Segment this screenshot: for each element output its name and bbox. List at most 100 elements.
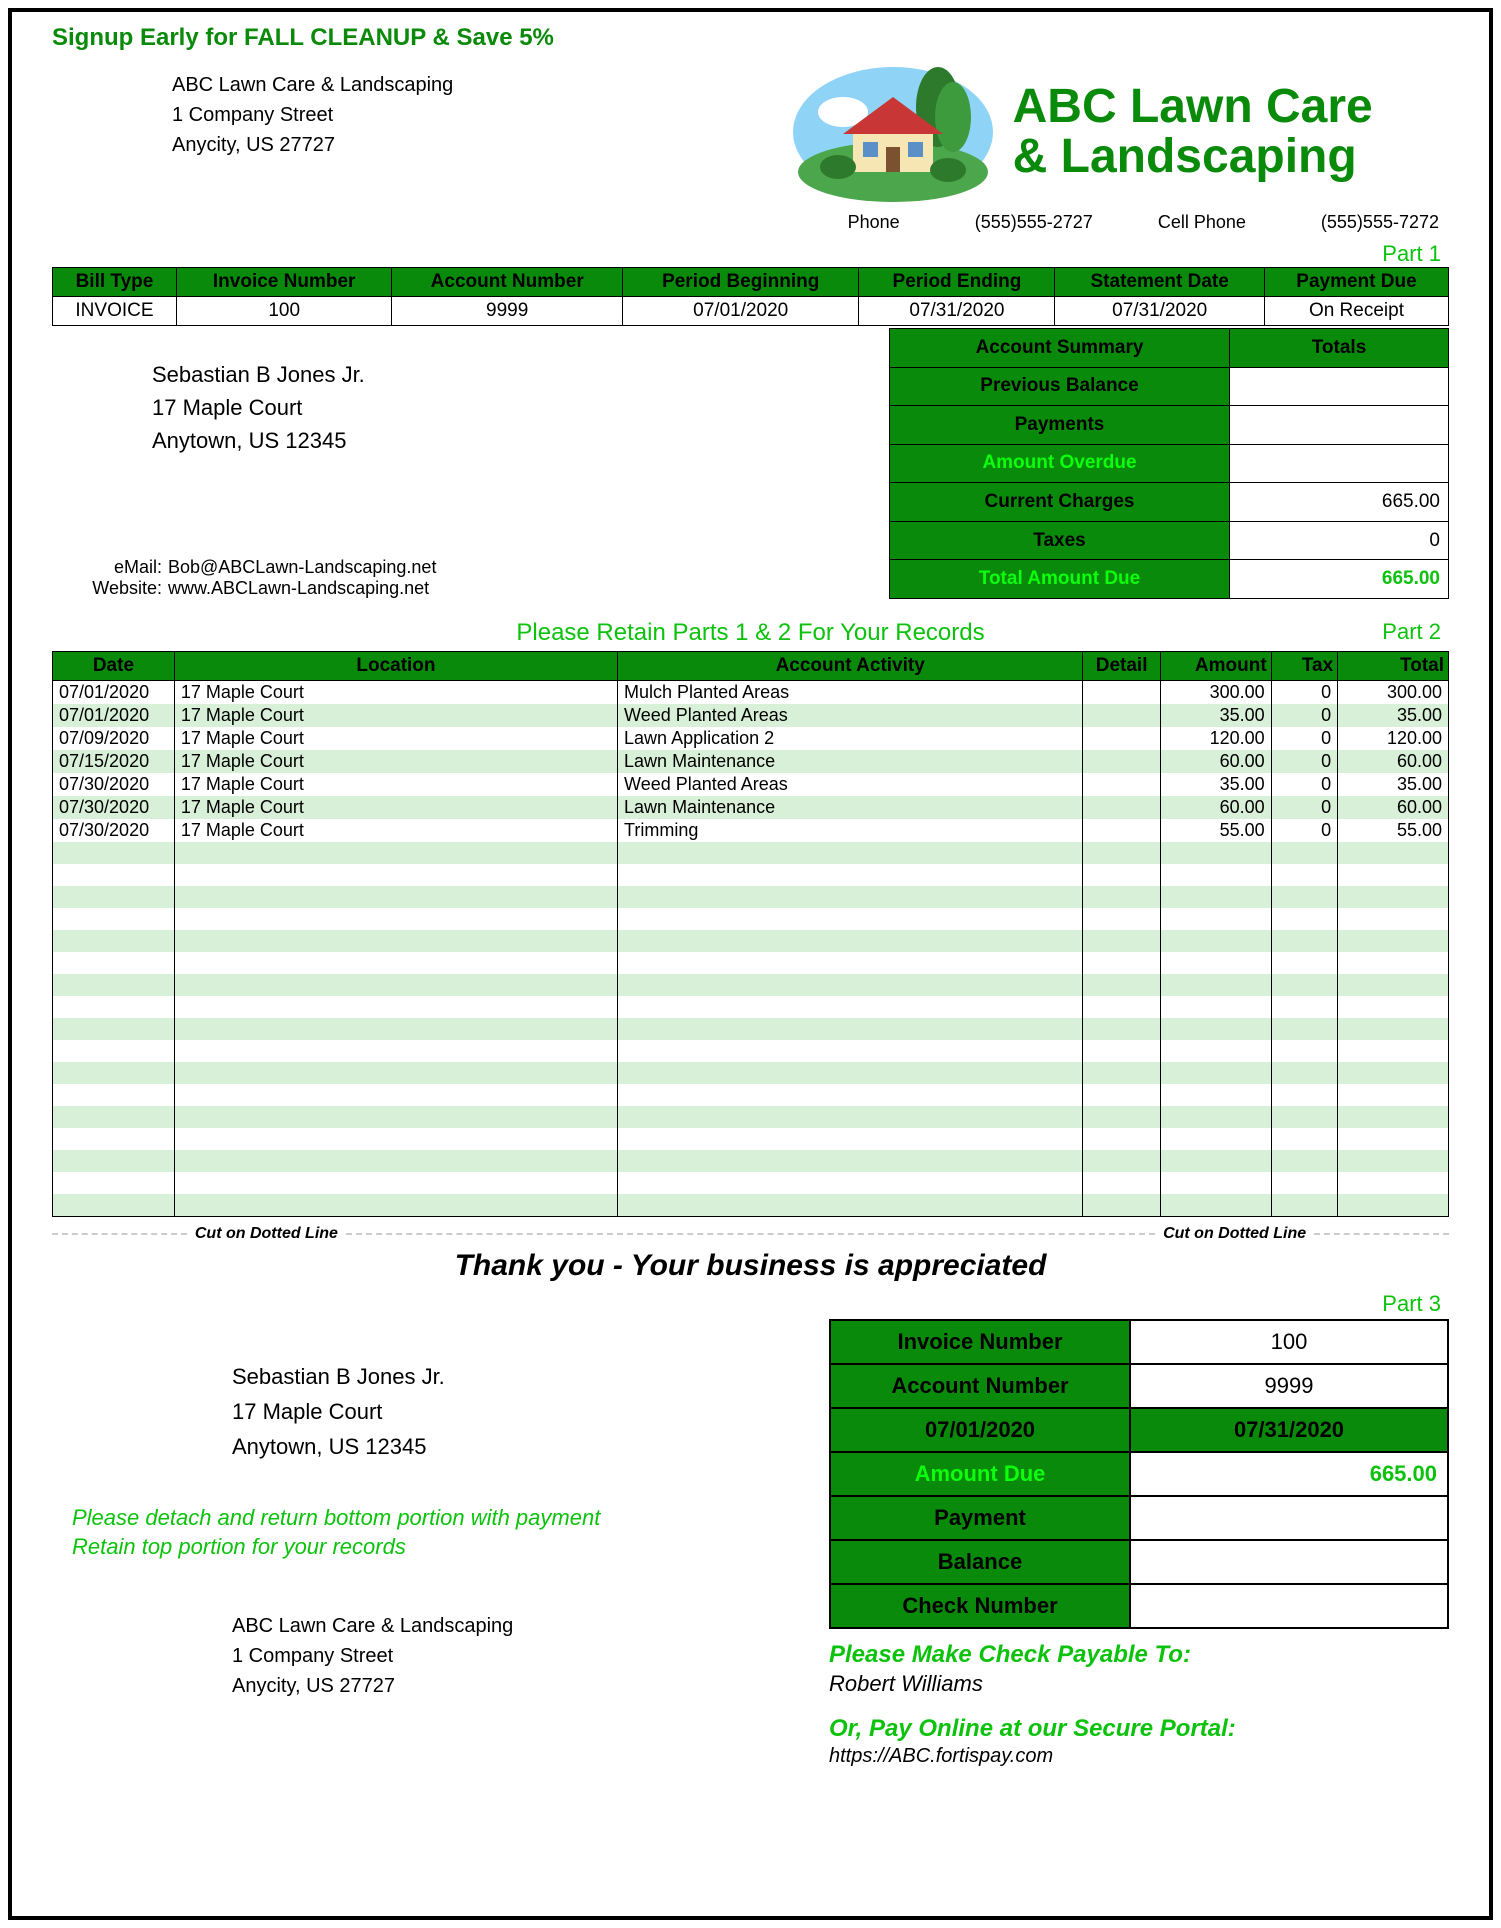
info-value: 07/31/2020 bbox=[1055, 297, 1265, 326]
activity-cell: Trimming bbox=[618, 819, 1083, 842]
activity-cell bbox=[1338, 886, 1449, 908]
activity-cell bbox=[618, 996, 1083, 1018]
activity-cell bbox=[53, 1128, 175, 1150]
info-value: INVOICE bbox=[53, 297, 177, 326]
activity-cell: 17 Maple Court bbox=[174, 704, 617, 727]
activity-cell bbox=[1160, 1084, 1271, 1106]
activity-cell bbox=[1083, 796, 1161, 819]
activity-cell bbox=[618, 1150, 1083, 1172]
activity-cell bbox=[1160, 1128, 1271, 1150]
activity-cell bbox=[1160, 1172, 1271, 1194]
activity-row bbox=[53, 1106, 1449, 1128]
activity-cell bbox=[1083, 1128, 1161, 1150]
activity-row bbox=[53, 1150, 1449, 1172]
activity-cell bbox=[1338, 1128, 1449, 1150]
activity-row: 07/01/202017 Maple CourtMulch Planted Ar… bbox=[53, 681, 1449, 705]
return-co-city: Anycity, US 27727 bbox=[232, 1671, 829, 1701]
activity-cell: 07/30/2020 bbox=[53, 819, 175, 842]
activity-cell bbox=[618, 1040, 1083, 1062]
summary-row-label: Current Charges bbox=[890, 483, 1230, 522]
activity-cell: 0 bbox=[1271, 681, 1337, 705]
activity-cell bbox=[1083, 727, 1161, 750]
activity-row bbox=[53, 864, 1449, 886]
activity-cell bbox=[1160, 1106, 1271, 1128]
activity-cell bbox=[1338, 996, 1449, 1018]
activity-cell bbox=[1160, 842, 1271, 864]
activity-cell: 17 Maple Court bbox=[174, 681, 617, 705]
activity-cell bbox=[53, 908, 175, 930]
info-header: Account Number bbox=[392, 268, 623, 297]
activity-cell bbox=[53, 1150, 175, 1172]
retain-text: Please Retain Parts 1 & 2 For Your Recor… bbox=[516, 619, 984, 646]
retain-notice: Please Retain Parts 1 & 2 For Your Recor… bbox=[52, 619, 1449, 647]
activity-cell bbox=[1271, 908, 1337, 930]
activity-row bbox=[53, 1194, 1449, 1216]
activity-header: Account Activity bbox=[618, 652, 1083, 681]
activity-cell bbox=[1338, 1150, 1449, 1172]
activity-cell bbox=[53, 996, 175, 1018]
payable-label: Please Make Check Payable To: bbox=[829, 1641, 1449, 1669]
activity-cell: 35.00 bbox=[1338, 704, 1449, 727]
return-co-street: 1 Company Street bbox=[232, 1641, 829, 1671]
activity-cell: 17 Maple Court bbox=[174, 819, 617, 842]
activity-cell bbox=[1083, 952, 1161, 974]
activity-header: Location bbox=[174, 652, 617, 681]
activity-cell bbox=[1083, 1084, 1161, 1106]
activity-cell bbox=[1271, 1040, 1337, 1062]
activity-cell bbox=[1271, 1084, 1337, 1106]
cut-text-right: Cut on Dotted Line bbox=[1163, 1225, 1306, 1243]
website-label: Website: bbox=[92, 578, 162, 599]
info-value: 9999 bbox=[392, 297, 623, 326]
activity-cell: 35.00 bbox=[1160, 704, 1271, 727]
activity-row bbox=[53, 1172, 1449, 1194]
activity-cell bbox=[1083, 974, 1161, 996]
activity-cell bbox=[1338, 930, 1449, 952]
logo-area: ABC Lawn Care & Landscaping Phone (555)5… bbox=[788, 62, 1449, 233]
activity-cell: 07/09/2020 bbox=[53, 727, 175, 750]
activity-row bbox=[53, 1084, 1449, 1106]
activity-header: Date bbox=[53, 652, 175, 681]
summary-row-label: Previous Balance bbox=[890, 367, 1230, 406]
activity-cell bbox=[1083, 886, 1161, 908]
activity-cell bbox=[1160, 886, 1271, 908]
activity-cell bbox=[1338, 1062, 1449, 1084]
phone-row: Phone (555)555-2727 Cell Phone (555)555-… bbox=[788, 212, 1449, 233]
activity-cell bbox=[1160, 930, 1271, 952]
activity-cell: 55.00 bbox=[1160, 819, 1271, 842]
activity-cell bbox=[174, 996, 617, 1018]
detach-line2: Retain top portion for your records bbox=[72, 1533, 829, 1562]
activity-cell: Mulch Planted Areas bbox=[618, 681, 1083, 705]
total-due-value: 665.00 bbox=[1230, 560, 1449, 599]
summary-row-label: Payments bbox=[890, 406, 1230, 445]
p3-check-label: Check Number bbox=[830, 1584, 1130, 1628]
activity-cell bbox=[1338, 1018, 1449, 1040]
header: ABC Lawn Care & Landscaping 1 Company St… bbox=[52, 62, 1449, 233]
activity-cell bbox=[1338, 952, 1449, 974]
activity-cell bbox=[618, 908, 1083, 930]
summary-row-value: 665.00 bbox=[1230, 483, 1449, 522]
activity-cell bbox=[618, 842, 1083, 864]
activity-header: Total bbox=[1338, 652, 1449, 681]
activity-cell bbox=[618, 1084, 1083, 1106]
activity-cell bbox=[1160, 974, 1271, 996]
activity-cell bbox=[53, 1106, 175, 1128]
activity-cell bbox=[1338, 842, 1449, 864]
phone-value: (555)555-2727 bbox=[975, 212, 1093, 232]
activity-header: Tax bbox=[1271, 652, 1337, 681]
p3-begin-date: 07/01/2020 bbox=[830, 1408, 1130, 1452]
activity-row bbox=[53, 1018, 1449, 1040]
activity-cell: 17 Maple Court bbox=[174, 727, 617, 750]
activity-cell bbox=[1160, 952, 1271, 974]
info-table: Bill TypeInvoice NumberAccount NumberPer… bbox=[52, 267, 1449, 326]
activity-cell bbox=[1083, 1150, 1161, 1172]
activity-cell bbox=[1160, 1150, 1271, 1172]
activity-cell: 0 bbox=[1271, 773, 1337, 796]
p3-end-date: 07/31/2020 bbox=[1130, 1408, 1448, 1452]
remit-cust-name: Sebastian B Jones Jr. bbox=[232, 1359, 829, 1394]
activity-row: 07/30/202017 Maple CourtLawn Maintenance… bbox=[53, 796, 1449, 819]
activity-cell bbox=[1160, 1018, 1271, 1040]
activity-cell bbox=[1271, 1150, 1337, 1172]
activity-row: 07/09/202017 Maple CourtLawn Application… bbox=[53, 727, 1449, 750]
activity-cell bbox=[174, 930, 617, 952]
p3-payment-value bbox=[1130, 1496, 1448, 1540]
